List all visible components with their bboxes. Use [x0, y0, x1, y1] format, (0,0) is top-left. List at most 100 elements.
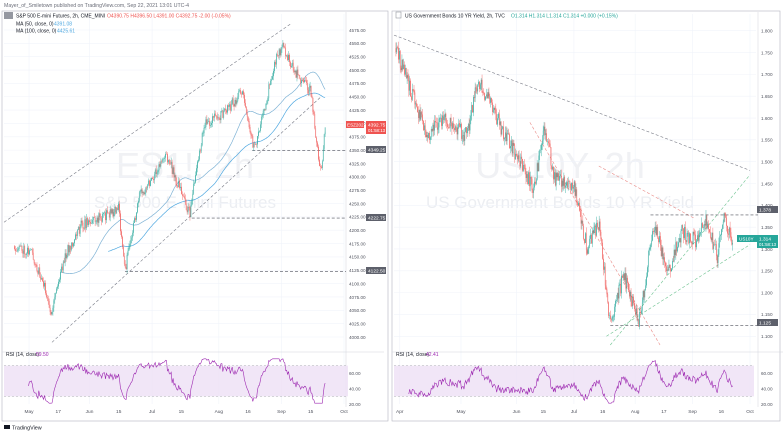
right-candle-body-341: [689, 233, 690, 244]
right-candle-body-205: [572, 182, 573, 189]
right-candle-body-146: [521, 156, 522, 159]
left-candle-body-222: [222, 110, 224, 118]
left-ytick-22: 4025.00: [349, 321, 366, 326]
left-candle-body-206: [207, 121, 209, 124]
right-candle-body-276: [633, 296, 634, 304]
right-candle-body-247: [608, 302, 609, 316]
right-candle-body-110: [490, 98, 491, 103]
right-candle-body-237: [599, 221, 601, 232]
us10y-chart: 1.800 1.750 1.700 1.650 1.600 1.550 1.500 1.450…: [392, 12, 783, 415]
chevron-up-icon[interactable]: [4, 12, 13, 19]
right-candle-body-44: [433, 124, 435, 131]
left-countdown-tag: ESZ2021: [347, 123, 367, 128]
right-candle-body-386: [728, 233, 729, 235]
left-candle-body-239: [238, 90, 240, 97]
right-candle-body-284: [640, 311, 641, 314]
right-candle-body-275: [632, 296, 634, 307]
left-candle-body-301: [296, 69, 298, 78]
right-candle-body-310: [662, 247, 664, 260]
right-ytick-8: 1.400: [761, 203, 773, 208]
left-candle-body-203: [204, 126, 206, 128]
right-candle-body-376: [719, 236, 721, 244]
right-candle-body-73: [458, 123, 460, 126]
right-ytick-3: 1.650: [761, 94, 773, 99]
left-candle-body-114: [121, 231, 122, 237]
right-candle-body-12: [405, 67, 407, 79]
left-candle-body-218: [218, 117, 220, 119]
right-candle-body-71: [456, 127, 458, 135]
left-countdown-box: [346, 121, 364, 128]
right-candle-body-388: [729, 227, 731, 233]
right-candle-body-31: [422, 114, 423, 122]
left-candle-body-57: [67, 245, 69, 256]
left-candle-body-8: [21, 245, 23, 251]
left-candle-body-1: [15, 249, 16, 252]
left-candle-body-306: [301, 79, 302, 83]
left-candle-body-71: [80, 220, 82, 227]
left-candle-body-28: [40, 276, 42, 280]
left-ytick-1: 4550.00: [349, 41, 366, 46]
right-candle-body-135: [511, 140, 513, 154]
right-candle-body-251: [611, 316, 613, 320]
left-candle-body-152: [156, 172, 158, 175]
left-level-tag-2: 4222.75: [366, 214, 386, 222]
right-candle-body-308: [660, 245, 662, 256]
right-candle-body-64: [450, 117, 452, 123]
left-ytick-3: 4500.00: [349, 68, 366, 73]
right-candle-body-118: [497, 118, 498, 125]
collapse-icon[interactable]: [395, 11, 402, 19]
left-candle-body-286: [282, 43, 284, 48]
right-candle-body-375: [718, 243, 720, 255]
right-candle-body-345: [692, 231, 694, 245]
right-candle-body-49: [437, 127, 439, 130]
right-candle-body-215: [580, 212, 582, 224]
left-candle-body-167: [170, 161, 172, 165]
left-candle-body-293: [289, 54, 290, 63]
right-candle-body-13: [406, 75, 408, 79]
left-rsi-ytick-0: 60.00: [349, 371, 361, 376]
right-ytick-1: 1.750: [761, 50, 773, 55]
right-candle-body-380: [722, 221, 724, 225]
right-panel-frame: [391, 10, 781, 422]
left-candle-body-272: [269, 84, 271, 86]
left-candle-body-16: [29, 250, 30, 255]
left-candle-body-190: [192, 193, 194, 201]
left-candle-body-225: [225, 108, 226, 111]
right-candle-body-383: [725, 215, 727, 218]
left-level-tag-1: 4349.25: [366, 146, 386, 154]
right-candle-body-111: [491, 98, 492, 103]
left-candle-body-13: [26, 253, 27, 255]
right-candle-body-178: [548, 143, 550, 144]
left-ytick-9: 4350.00: [349, 148, 366, 153]
right-candle-body-211: [577, 201, 578, 206]
right-candle-body-124: [502, 126, 504, 129]
right-candle-body-220: [585, 233, 586, 244]
right-candle-body-171: [542, 130, 544, 141]
right-candle-body-281: [637, 319, 639, 321]
right-candle-body-303: [656, 227, 658, 235]
left-candle-body-33: [45, 282, 46, 294]
right-candle-body-238: [600, 231, 602, 239]
left-candle-body-125: [131, 237, 133, 240]
left-candle-body-254: [252, 136, 254, 148]
left-xtick-10: Oct: [340, 409, 348, 415]
right-candle-body-11: [405, 67, 406, 75]
right-candle-body-182: [552, 166, 553, 170]
left-candle-body-230: [230, 104, 231, 111]
right-candle-body-202: [569, 181, 571, 184]
right-candle-body-180: [550, 147, 552, 166]
left-candle-body-182: [184, 198, 186, 204]
right-candle-body-188: [557, 173, 559, 178]
right-candle-body-196: [564, 176, 566, 188]
right-candle-body-94: [476, 88, 478, 92]
right-candle-body-290: [645, 285, 646, 291]
right-candle-body-41: [430, 128, 432, 138]
left-candle-body-279: [276, 54, 277, 65]
right-candle-body-42: [431, 128, 433, 131]
left-candle-body-19: [31, 249, 33, 253]
left-candle-body-191: [193, 183, 195, 194]
left-candle-body-129: [135, 218, 136, 220]
right-candle-body-252: [612, 316, 614, 318]
right-ytick-2: 1.700: [761, 72, 773, 77]
left-candle-body-132: [138, 200, 139, 204]
